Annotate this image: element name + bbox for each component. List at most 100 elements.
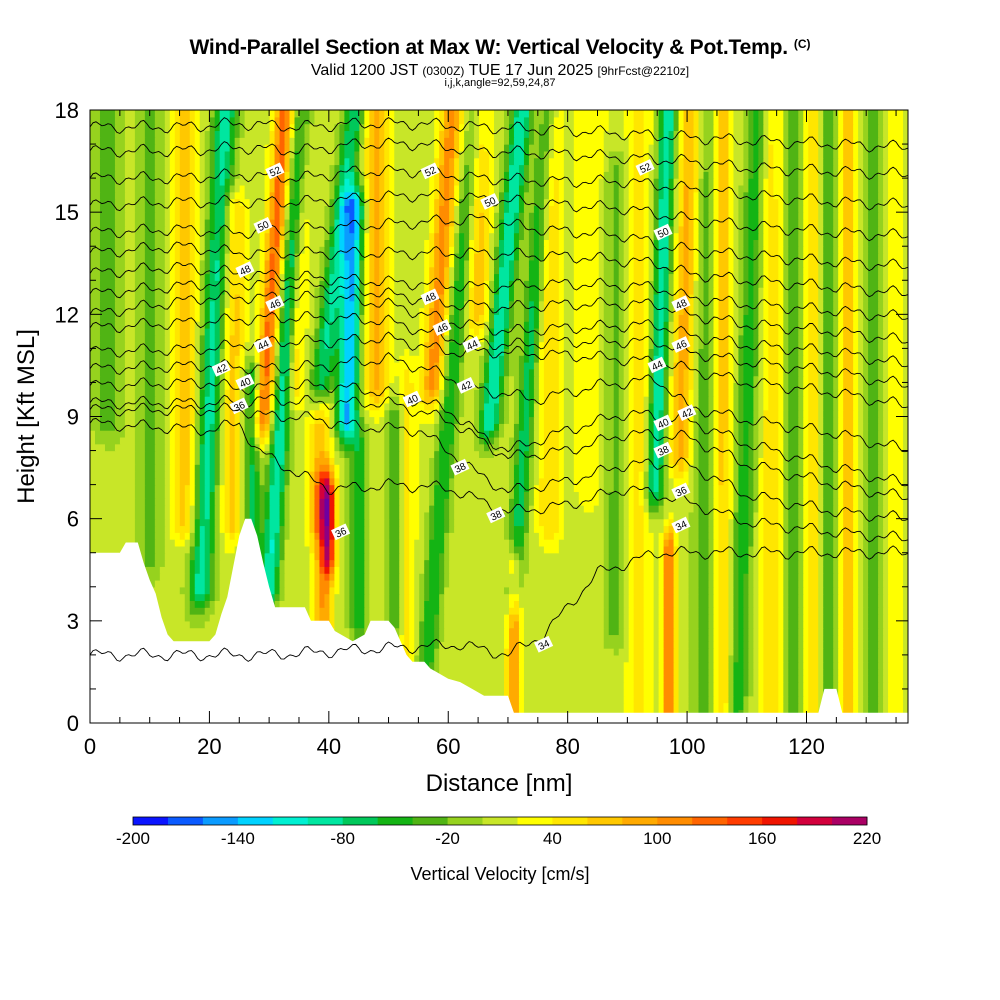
w-cell — [778, 505, 784, 513]
w-cell — [868, 627, 879, 636]
w-cell — [698, 518, 710, 527]
w-cell — [868, 532, 879, 540]
w-cell — [718, 614, 730, 622]
w-cell — [464, 389, 475, 397]
w-cell — [743, 382, 754, 390]
w-cell — [903, 695, 908, 704]
w-cell — [274, 409, 281, 418]
w-cell — [613, 457, 620, 465]
w-cell — [199, 389, 206, 397]
w-cell — [479, 382, 485, 390]
w-cell — [823, 362, 834, 370]
w-cell — [424, 566, 430, 574]
w-cell — [713, 545, 720, 554]
w-cell — [818, 661, 824, 670]
w-cell — [224, 368, 231, 377]
w-cell — [538, 423, 545, 431]
w-cell — [758, 518, 764, 527]
w-cell — [234, 436, 241, 445]
w-cell — [279, 423, 286, 431]
w-cell — [494, 402, 500, 411]
w-cell — [543, 532, 555, 540]
w-cell — [314, 545, 321, 554]
w-cell — [179, 396, 191, 404]
w-cell — [518, 573, 525, 581]
w-cell — [858, 641, 864, 649]
w-cell — [309, 518, 316, 527]
w-cell — [778, 559, 784, 567]
w-cell — [878, 416, 884, 424]
w-cell — [808, 464, 819, 472]
w-cell — [404, 430, 410, 438]
w-cell — [818, 409, 824, 418]
w-cell — [354, 552, 365, 561]
w-cell — [698, 607, 710, 615]
w-cell — [429, 470, 435, 479]
w-cell — [558, 498, 565, 506]
w-cell — [254, 368, 261, 377]
w-cell — [573, 430, 600, 438]
w-cell — [878, 409, 884, 418]
w-cell — [558, 396, 565, 404]
w-cell — [459, 423, 475, 431]
w-cell — [618, 409, 625, 418]
w-cell — [698, 498, 710, 506]
w-cell — [518, 641, 525, 649]
w-cell — [698, 532, 710, 540]
w-cell — [269, 382, 276, 390]
w-cell — [763, 614, 779, 622]
w-cell — [124, 368, 136, 377]
w-cell — [214, 396, 221, 404]
w-cell — [643, 586, 655, 595]
w-cell — [518, 457, 525, 465]
w-cell — [808, 661, 819, 670]
w-cell — [219, 436, 226, 445]
w-cell — [838, 525, 844, 533]
w-cell — [224, 382, 231, 390]
w-cell — [783, 593, 789, 601]
w-cell — [693, 409, 700, 418]
w-cell — [788, 552, 799, 561]
w-cell — [658, 579, 665, 588]
w-cell — [419, 620, 425, 629]
w-cell — [334, 627, 350, 636]
w-cell — [464, 368, 480, 377]
w-cell — [523, 464, 530, 472]
w-cell — [838, 539, 844, 547]
w-cell — [329, 416, 335, 424]
w-cell — [454, 430, 460, 438]
w-cell — [708, 607, 715, 615]
w-cell — [668, 477, 675, 486]
w-cell — [164, 477, 171, 486]
w-cell — [653, 402, 665, 411]
w-cell — [508, 566, 515, 574]
w-cell — [90, 634, 311, 642]
w-cell — [748, 539, 754, 547]
w-cell — [633, 600, 645, 608]
w-cell — [364, 443, 370, 452]
w-cell — [184, 593, 191, 601]
w-cell — [778, 477, 784, 486]
w-cell — [878, 702, 884, 710]
w-cell — [419, 464, 430, 472]
w-cell — [868, 614, 879, 622]
w-cell — [194, 586, 206, 595]
w-cell — [184, 600, 191, 608]
w-cell — [329, 362, 340, 370]
w-cell — [434, 634, 440, 642]
w-cell — [613, 362, 620, 370]
w-cell — [169, 430, 176, 438]
w-cell — [144, 436, 156, 445]
w-cell — [633, 559, 645, 567]
w-cell — [778, 688, 784, 697]
w-cell — [134, 382, 146, 390]
w-cell — [518, 614, 525, 622]
w-cell — [309, 545, 316, 554]
w-cell — [229, 457, 236, 465]
w-cell — [803, 436, 809, 445]
w-cell — [494, 450, 510, 458]
w-cell — [254, 525, 261, 533]
w-cell — [733, 450, 740, 458]
w-cell — [883, 443, 889, 452]
w-cell — [698, 668, 710, 676]
